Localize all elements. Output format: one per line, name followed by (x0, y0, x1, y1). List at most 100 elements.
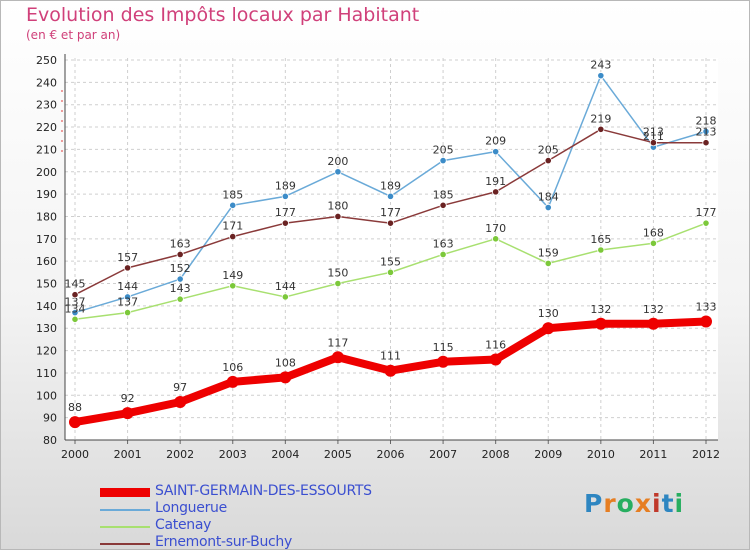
logo-letter: P (584, 489, 604, 518)
x-tick-label: 2000 (61, 448, 89, 461)
data-label: 159 (538, 246, 559, 259)
data-label: 137 (117, 296, 138, 309)
data-point (123, 293, 132, 301)
legend-swatch (100, 543, 150, 545)
data-point (597, 125, 605, 133)
proxiti-logo: Proxiti (584, 489, 684, 518)
data-label: 185 (222, 188, 243, 201)
legend-label: Catenay (155, 517, 212, 533)
data-point (647, 317, 660, 330)
data-point (544, 203, 552, 212)
y-tick-label: 190 (36, 188, 57, 201)
data-label: 108 (275, 356, 296, 369)
data-label: 157 (117, 251, 138, 264)
data-point (439, 250, 447, 259)
data-label: 163 (170, 237, 191, 250)
data-label: 177 (275, 206, 296, 219)
data-point (281, 219, 289, 227)
data-label: 205 (538, 144, 559, 157)
data-point (334, 168, 342, 176)
data-point (334, 212, 342, 221)
data-point (437, 355, 450, 368)
data-point (386, 268, 395, 276)
logo-letter: i (674, 489, 685, 518)
legend-swatch (100, 509, 150, 511)
data-point (384, 364, 397, 377)
x-tick-label: 2002 (166, 448, 194, 461)
y-tick-label: 240 (36, 76, 57, 89)
data-point (492, 148, 500, 156)
data-point (439, 156, 447, 165)
data-point (597, 246, 605, 254)
line-chart: 8090100110120130140150160170180190200210… (36, 54, 720, 461)
y-tick-label: 250 (36, 54, 57, 67)
x-tick-label: 2007 (429, 448, 457, 461)
data-label: 218 (696, 115, 717, 128)
data-label: 133 (696, 301, 717, 314)
legend-swatch (100, 526, 150, 528)
x-tick-label: 2003 (219, 448, 247, 461)
data-label: 116 (485, 339, 506, 352)
data-label: 213 (696, 126, 717, 139)
data-label: 111 (380, 350, 401, 363)
data-label: 177 (696, 206, 717, 219)
data-label: 132 (643, 303, 664, 316)
data-label: 184 (538, 191, 559, 204)
y-tick-label: 180 (36, 210, 57, 223)
data-point (439, 201, 447, 209)
data-point (281, 192, 289, 200)
data-point (71, 291, 79, 299)
data-point (123, 264, 132, 272)
data-label: 155 (380, 255, 401, 268)
legend-label: SAINT-GERMAIN-DES-ESSOURTS (155, 483, 372, 499)
y-tick-label: 170 (36, 233, 57, 246)
data-label: 144 (117, 280, 138, 293)
y-tick-label: 150 (36, 278, 57, 291)
data-point (700, 315, 712, 328)
data-point (279, 371, 292, 384)
data-label: 117 (327, 336, 348, 349)
data-label: 191 (485, 175, 506, 188)
data-label: 92 (121, 392, 135, 405)
data-label: 180 (327, 199, 348, 212)
logo-letter: t (661, 489, 675, 518)
legend-swatch (100, 488, 150, 497)
data-label: 209 (485, 135, 506, 148)
data-label: 143 (170, 282, 191, 295)
logo-letter: i (652, 489, 662, 518)
data-label: 149 (222, 269, 243, 282)
y-tick-label: 80 (43, 434, 57, 447)
data-label: 170 (485, 222, 506, 235)
data-label: 115 (433, 341, 454, 354)
data-point (229, 232, 237, 241)
data-point (121, 407, 134, 420)
data-label: 137 (65, 296, 86, 309)
y-tick-label: 110 (36, 367, 57, 380)
data-label: 145 (65, 278, 86, 291)
data-label: 130 (538, 307, 559, 320)
data-point (649, 239, 658, 247)
y-tick-label: 140 (36, 300, 57, 313)
data-label: 189 (380, 179, 401, 192)
data-point (71, 315, 79, 323)
data-point (702, 139, 710, 147)
data-point (542, 322, 555, 335)
x-tick-label: 2008 (482, 448, 510, 461)
data-point (386, 219, 395, 227)
data-label: 165 (590, 233, 611, 246)
data-point (229, 201, 237, 209)
y-tick-label: 90 (43, 412, 57, 425)
legend-label: Longuerue (155, 500, 227, 516)
data-label: 185 (433, 188, 454, 201)
logo-letter: o (616, 489, 635, 518)
data-label: 163 (433, 237, 454, 250)
chart-subtitle: (en € et par an) (26, 28, 121, 42)
data-label: 88 (68, 401, 82, 414)
data-label: 200 (327, 155, 348, 168)
data-label: 177 (380, 206, 401, 219)
data-point (597, 72, 605, 80)
x-tick-label: 2001 (114, 448, 142, 461)
data-point (69, 416, 81, 429)
y-tick-label: 210 (36, 143, 57, 156)
x-tick-label: 2012 (692, 448, 720, 461)
